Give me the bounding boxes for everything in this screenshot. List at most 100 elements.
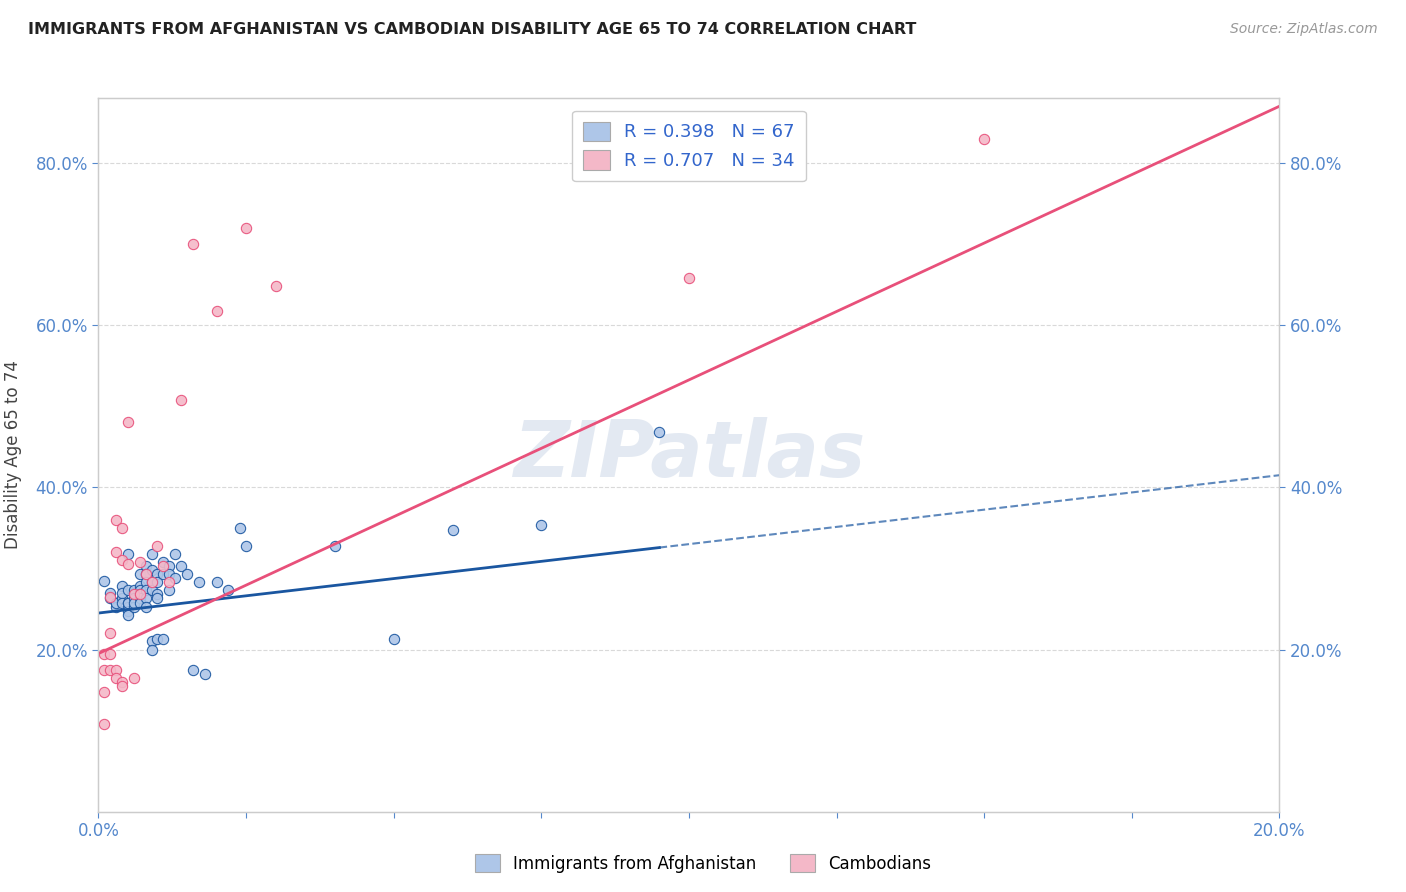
Point xyxy=(111,591,134,606)
Point xyxy=(128,567,150,582)
Point xyxy=(648,425,671,440)
Point xyxy=(141,575,163,590)
Point xyxy=(117,547,139,561)
Point xyxy=(122,583,145,598)
Point xyxy=(157,567,180,582)
Point xyxy=(152,559,174,574)
Point xyxy=(117,416,139,430)
Point xyxy=(98,591,121,606)
Point xyxy=(117,583,139,598)
Point xyxy=(122,591,145,606)
Point xyxy=(117,604,139,618)
Point xyxy=(530,518,553,533)
Point xyxy=(122,587,145,601)
Point xyxy=(141,634,163,648)
Point xyxy=(235,220,257,235)
Point xyxy=(170,559,193,574)
Text: ZIPatlas: ZIPatlas xyxy=(513,417,865,493)
Point xyxy=(146,539,169,553)
Point xyxy=(141,547,163,561)
Point xyxy=(135,599,157,614)
Point xyxy=(181,663,204,677)
Point xyxy=(135,583,157,598)
Point xyxy=(122,671,145,685)
Point xyxy=(128,595,150,609)
Point xyxy=(152,632,174,646)
Point xyxy=(141,563,163,577)
Point xyxy=(117,600,139,615)
Point xyxy=(105,545,128,559)
Text: IMMIGRANTS FROM AFGHANISTAN VS CAMBODIAN DISABILITY AGE 65 TO 74 CORRELATION CHA: IMMIGRANTS FROM AFGHANISTAN VS CAMBODIAN… xyxy=(28,22,917,37)
Point xyxy=(441,523,464,537)
Point xyxy=(98,647,121,661)
Point xyxy=(165,547,187,561)
Point xyxy=(105,600,128,615)
Point xyxy=(117,595,139,609)
Point xyxy=(170,392,193,407)
Point xyxy=(141,583,163,598)
Point xyxy=(146,587,169,601)
Point xyxy=(111,595,134,609)
Point xyxy=(117,595,139,609)
Point xyxy=(135,575,157,590)
Point xyxy=(146,567,169,582)
Point xyxy=(152,555,174,569)
Point xyxy=(264,279,287,293)
Text: Source: ZipAtlas.com: Source: ZipAtlas.com xyxy=(1230,22,1378,37)
Point xyxy=(93,647,115,661)
Point xyxy=(128,591,150,606)
Point xyxy=(93,663,115,677)
Point xyxy=(135,559,157,574)
Point xyxy=(111,521,134,535)
Legend: Immigrants from Afghanistan, Cambodians: Immigrants from Afghanistan, Cambodians xyxy=(468,847,938,880)
Point xyxy=(128,579,150,593)
Point xyxy=(122,600,145,615)
Point xyxy=(165,571,187,585)
Point xyxy=(141,575,163,590)
Point xyxy=(105,663,128,677)
Point xyxy=(176,567,198,582)
Point xyxy=(217,583,239,598)
Point xyxy=(93,717,115,731)
Legend: R = 0.398   N = 67, R = 0.707   N = 34: R = 0.398 N = 67, R = 0.707 N = 34 xyxy=(572,111,806,181)
Point xyxy=(146,632,169,646)
Point xyxy=(135,567,157,582)
Point xyxy=(135,591,157,606)
Point xyxy=(157,559,180,574)
Point xyxy=(105,595,128,609)
Point xyxy=(678,271,700,285)
Point xyxy=(117,607,139,622)
Point xyxy=(157,575,180,590)
Point xyxy=(152,567,174,582)
Point xyxy=(146,591,169,606)
Point xyxy=(98,586,121,600)
Point xyxy=(122,586,145,600)
Point xyxy=(93,684,115,698)
Point xyxy=(111,579,134,593)
Y-axis label: Disability Age 65 to 74: Disability Age 65 to 74 xyxy=(4,360,21,549)
Point xyxy=(128,587,150,601)
Point xyxy=(128,583,150,598)
Point xyxy=(93,574,115,588)
Point xyxy=(128,555,150,569)
Point xyxy=(117,558,139,572)
Point xyxy=(194,666,217,681)
Point xyxy=(235,539,257,553)
Point xyxy=(105,513,128,527)
Point xyxy=(141,642,163,657)
Point xyxy=(98,663,121,677)
Point xyxy=(205,303,228,318)
Point xyxy=(98,590,121,604)
Point xyxy=(111,553,134,567)
Point xyxy=(105,671,128,685)
Point xyxy=(205,575,228,590)
Point xyxy=(98,626,121,640)
Point xyxy=(229,521,252,535)
Point xyxy=(128,587,150,601)
Point xyxy=(157,583,180,598)
Point xyxy=(323,539,346,553)
Point xyxy=(111,586,134,600)
Point xyxy=(111,679,134,693)
Point xyxy=(146,575,169,590)
Point xyxy=(111,675,134,690)
